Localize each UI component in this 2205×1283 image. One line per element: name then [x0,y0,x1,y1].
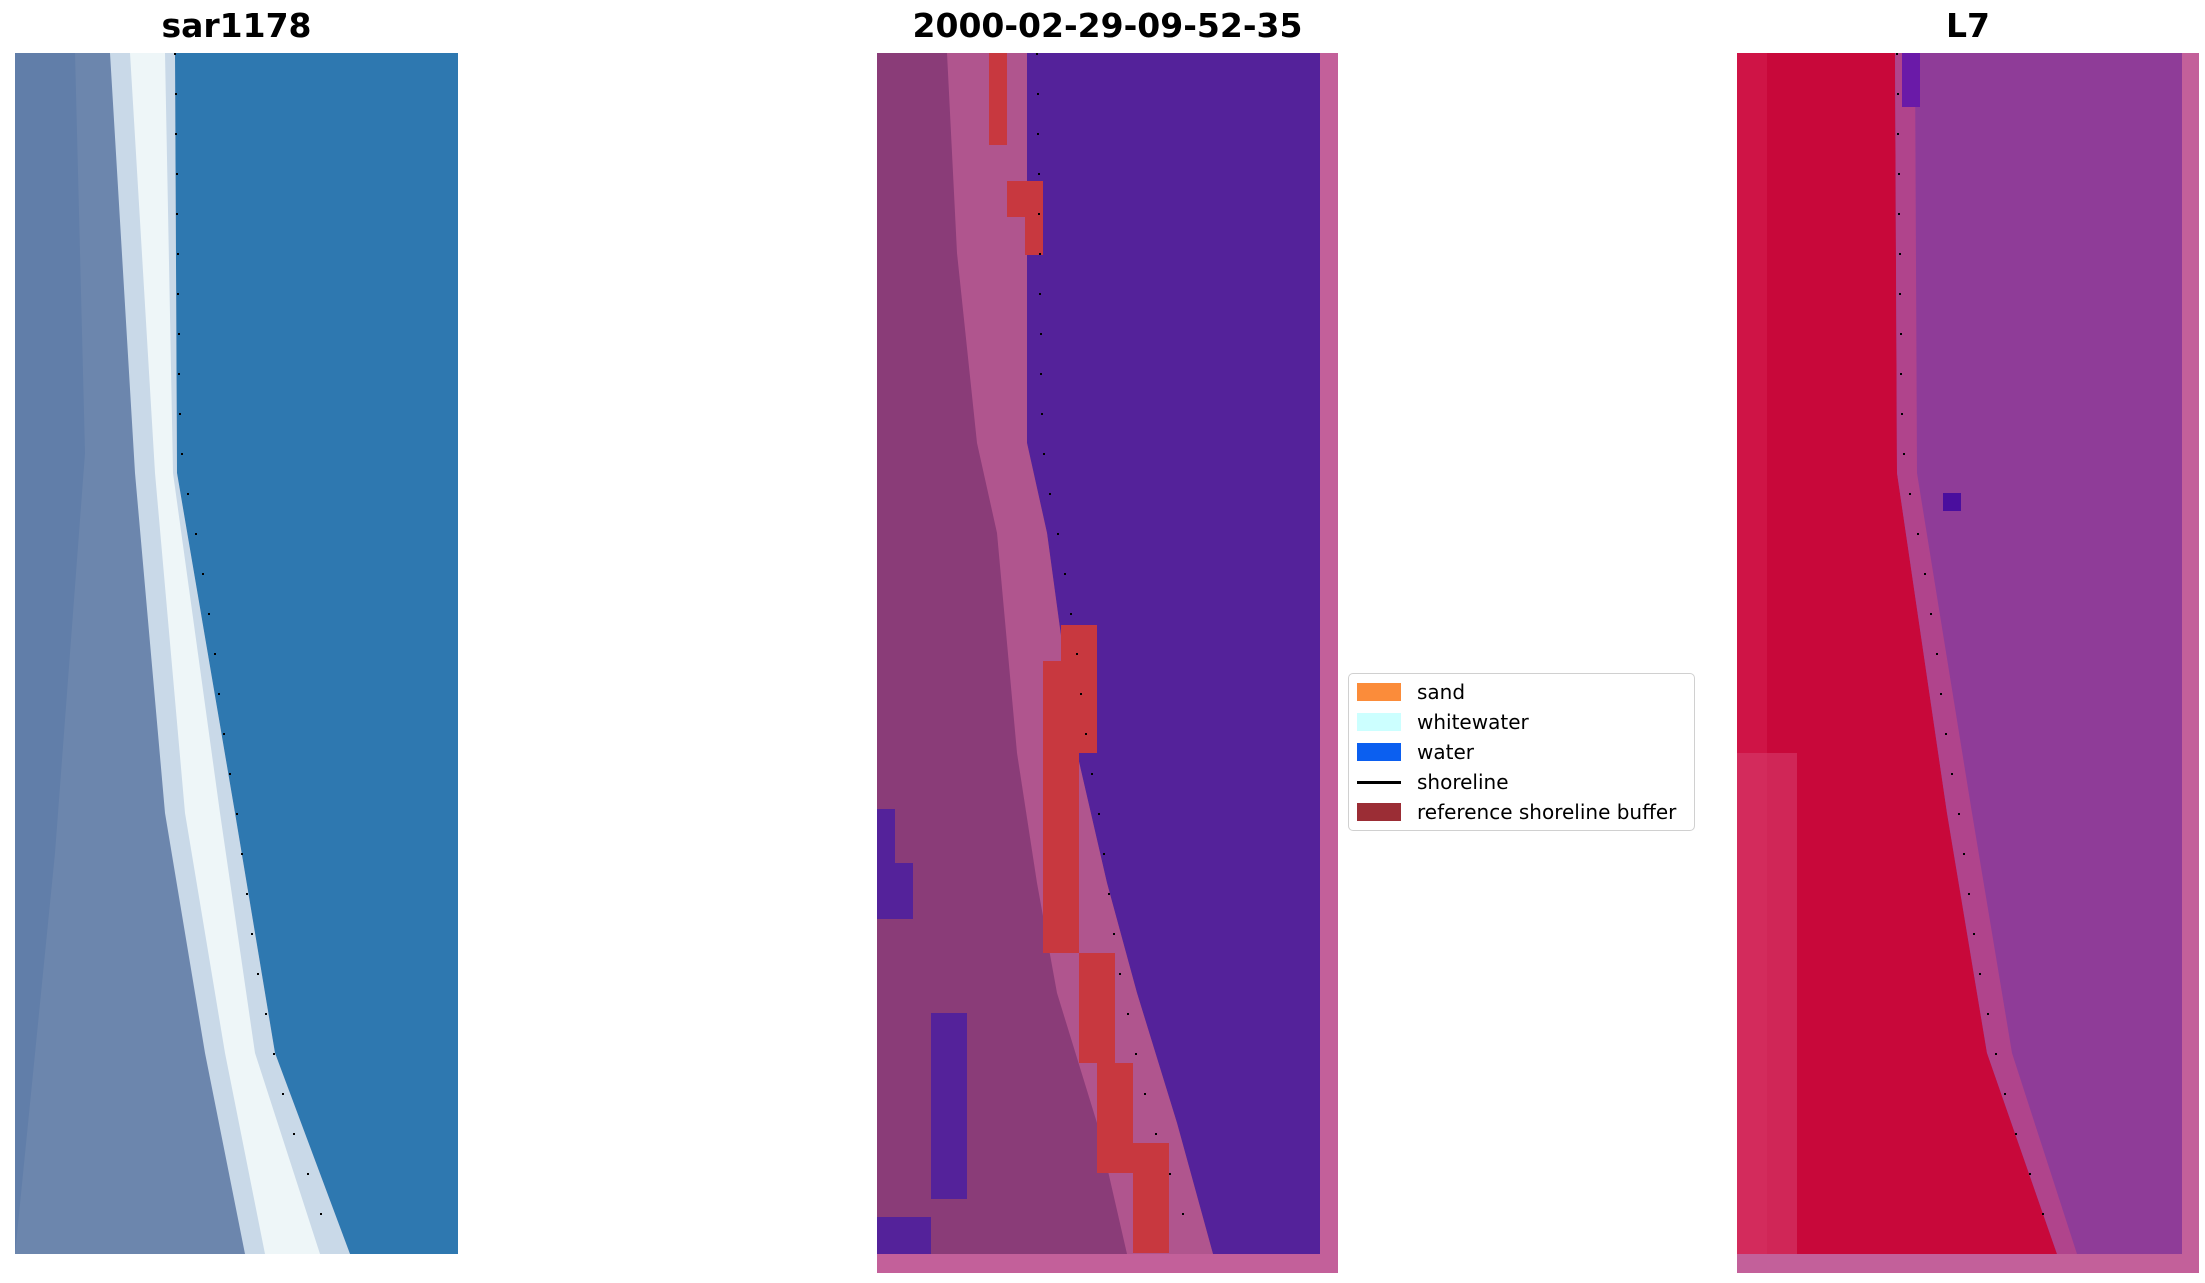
rgb-shoreline [174,53,322,1215]
swir-shoreline [1896,53,2044,1215]
legend-item-reference-buffer: reference shoreline buffer [1357,798,1676,826]
water-swatch [1357,743,1401,761]
panel-title-classified: 2000-02-29-09-52-35 [912,6,1303,45]
legend-label: water [1417,740,1474,764]
legend: sand whitewater water shoreline referenc… [1348,673,1695,831]
classified-image [877,53,1338,1273]
whitewater-swatch [1357,713,1401,731]
legend-item-sand: sand [1357,678,1465,706]
rgb-satellite-image [15,53,458,1254]
sand-swatch [1357,683,1401,701]
legend-label: shoreline [1417,770,1509,794]
legend-label: whitewater [1417,710,1529,734]
legend-item-shoreline: shoreline [1357,768,1509,796]
reference-buffer-swatch [1357,803,1401,821]
legend-label: sand [1417,680,1466,704]
swir-image [1737,53,2199,1273]
legend-item-whitewater: whitewater [1357,708,1529,736]
legend-item-water: water [1357,738,1474,766]
shoreline-line-swatch [1357,780,1401,784]
classified-shoreline [1036,53,1184,1215]
panel-title-swir: L7 [1946,6,1990,45]
panel-title-rgb: sar1178 [161,6,312,45]
legend-label: reference shoreline buffer [1417,800,1677,824]
